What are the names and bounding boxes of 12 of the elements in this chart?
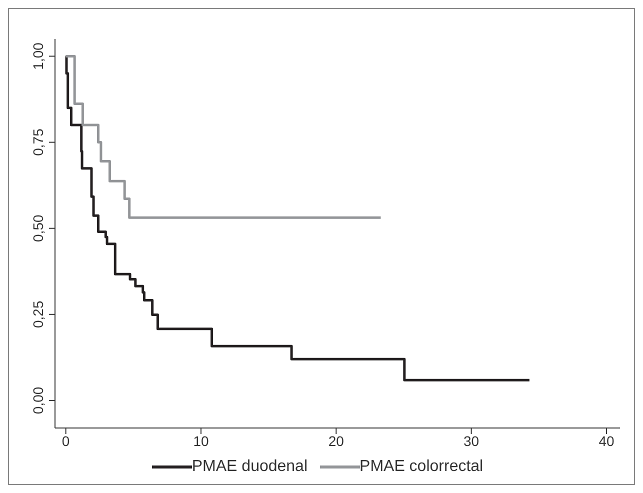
x-tick-label: 0 bbox=[62, 432, 70, 449]
x-tick-label: 30 bbox=[464, 432, 480, 449]
y-tick-label: 0,75 bbox=[30, 128, 46, 156]
y-tick-label: 1,00 bbox=[30, 42, 46, 70]
x-tick-label: 20 bbox=[328, 432, 344, 449]
x-tick-label: 40 bbox=[598, 432, 614, 449]
y-tick-label: 0,25 bbox=[30, 300, 46, 328]
x-tick-label: 10 bbox=[193, 432, 209, 449]
y-tick-label: 0,50 bbox=[30, 214, 46, 242]
y-tick-label: 0,00 bbox=[30, 386, 46, 414]
legend-label: PMAE duodenal bbox=[192, 458, 308, 476]
legend-label: PMAE colorrectal bbox=[360, 458, 484, 476]
